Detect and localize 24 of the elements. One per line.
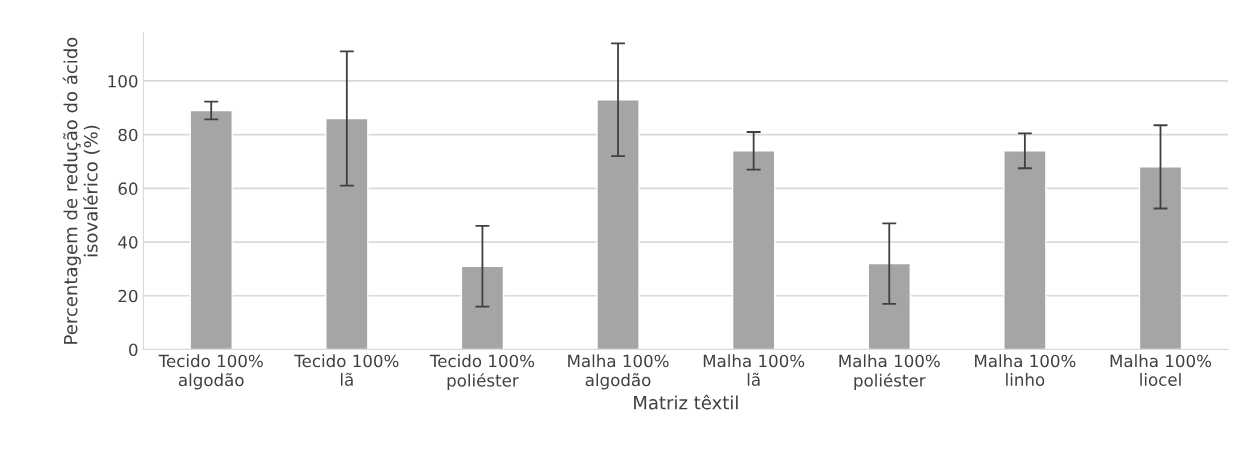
x-tick-label: Malha 100% algodão: [568, 354, 669, 390]
bar: [731, 150, 776, 350]
x-tick-label: Malha 100% lã: [703, 354, 805, 386]
x-axis-title: Matriz têxtil: [634, 394, 738, 410]
x-tick-label: Tecido 100% lã: [294, 354, 399, 386]
y-tick-label: 20: [118, 289, 138, 303]
y-tick-label: 60: [118, 182, 138, 195]
x-tick-label: Malha 100% poliéster: [839, 354, 940, 390]
x-tick-label: Malha 100% liocel: [1110, 354, 1212, 386]
bar: [189, 109, 233, 350]
y-tick-label: 100: [108, 74, 138, 88]
bar: [460, 265, 505, 350]
bar: [325, 117, 369, 350]
x-tick-label: Malha 100% linho: [975, 354, 1076, 386]
x-tick-label: Tecido 100% algodão: [158, 354, 263, 390]
y-tick-label: 0: [129, 343, 138, 357]
y-tick-label: 80: [118, 128, 138, 142]
bar: [1138, 166, 1183, 350]
bar: [596, 99, 640, 350]
y-tick-label: 40: [118, 236, 138, 249]
bar: [1003, 150, 1047, 350]
x-tick-label: Tecido 100% poliéster: [429, 354, 535, 390]
y-axis-title: Percentagem de redução do ácido isovalérico (%): [62, 37, 100, 344]
bar: [867, 262, 911, 350]
